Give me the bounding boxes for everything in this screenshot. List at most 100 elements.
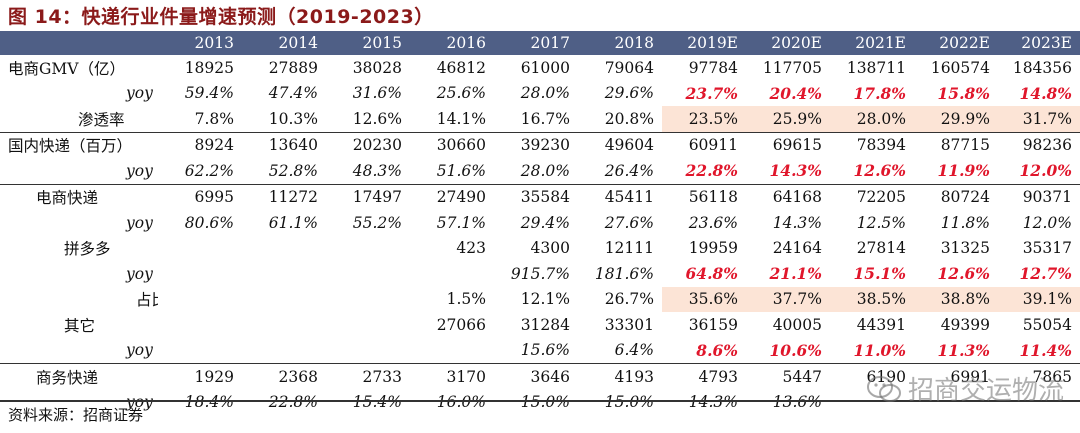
table-row: 占比 1.5% 12.1% 26.7% 35.6%37.7%38.5%38.8%39.1… [0, 286, 1080, 313]
table-cell: 79064 [604, 58, 654, 77]
table-cell: 915.7% [510, 264, 570, 283]
table-cell [242, 312, 326, 338]
table-cell: 27066 [436, 315, 486, 334]
table-bottom-rule [0, 400, 1080, 402]
row-label: yoy [126, 84, 153, 103]
table-cell [410, 261, 494, 287]
table-cell [326, 287, 410, 313]
table-cell: 23.5% [662, 106, 746, 132]
row-label: yoy [126, 161, 153, 180]
table-cell: 72205 [830, 183, 914, 210]
table-cell: 28.0% [520, 161, 570, 180]
row-label: 国内快递（百万） [0, 131, 158, 158]
column-header: 2018 [578, 31, 662, 55]
table-cell: 62.2% [184, 161, 234, 180]
figure-title: 图 14：快递行业件量增速预测（2019-2023） [8, 6, 434, 28]
table-cell: 15.1% [853, 264, 906, 284]
table-cell: 28.0% [830, 106, 914, 132]
table-cell: 30660 [410, 131, 494, 158]
table-cell: 46812 [436, 58, 486, 77]
table-cell: 6995 [158, 183, 242, 210]
table-cell: 35317 [1022, 239, 1072, 258]
row-label: yoy [126, 393, 153, 412]
table-row: yoy 18.4% 22.8% 15.4% 16.0% 15.0% 15.0% 14.3% 13… [0, 390, 1080, 416]
table-cell: 35584 [494, 183, 578, 210]
row-label: 其它 [64, 316, 96, 335]
table-row: 商务快递 1929 2368 2733 3170 3646 4193 4793 5447 6190… [0, 363, 1080, 390]
table-cell: 14.1% [436, 109, 486, 128]
column-header: 2021E [830, 31, 914, 55]
table-cell: 22.8% [268, 393, 318, 412]
table-cell: 39.1% [998, 286, 1080, 312]
table-cell: 29.4% [520, 213, 570, 232]
row-label: 渗透率 [78, 110, 125, 129]
table-cell: 16.0% [436, 393, 486, 412]
table-cell: 29.6% [604, 84, 654, 103]
table-row: 电商快递 6995 11272 17497 27490 35584 45411 56118 64… [0, 183, 1080, 210]
table-cell: 11.4% [1019, 340, 1072, 360]
table-cell: 59.4% [184, 84, 234, 103]
table-cell: 12.6% [937, 264, 990, 284]
table-cell: 61.1% [268, 213, 318, 232]
table-cell: 31325 [940, 239, 990, 258]
table-cell [410, 338, 494, 364]
table-cell: 15.6% [520, 341, 570, 360]
column-header: 2014 [242, 31, 326, 55]
watermark-text: 招商交运物流 [907, 376, 1064, 406]
table-cell: 11.0% [853, 340, 906, 360]
table-cell: 6190 [830, 363, 914, 390]
table-cell: 55.2% [352, 213, 402, 232]
table-row: yoy 80.6% 61.1% 55.2% 57.1% 29.4% 27.6% 23.6% 14… [0, 210, 1080, 236]
table-row: yoy 15.6% 6.4% 8.6% 10.6% 11.0% 11.3% 11.4% [0, 338, 1080, 364]
table-cell: 14.3% [769, 161, 822, 181]
table-cell: 47.4% [268, 84, 318, 103]
table-cell: 13.6% [772, 393, 822, 412]
table-cell: 12.6% [853, 161, 906, 181]
table-cell: 27.6% [604, 213, 654, 232]
table-cell: 2733 [326, 363, 410, 390]
table-body: 电商GMV（亿） 18925 27889 38028 46812 61000 79064 97… [0, 55, 1080, 415]
table-row: yoy 915.7% 181.6% 64.8% 21.1% 15.1% 12.6% 12.7% [0, 261, 1080, 287]
table-cell: 31.6% [352, 84, 402, 103]
table-cell: 423 [456, 239, 486, 258]
row-label: 拼多多 [64, 240, 111, 259]
table-cell: 6.4% [614, 341, 654, 360]
table-cell: 18.4% [184, 393, 234, 412]
table-cell: 31.7% [998, 106, 1080, 132]
table-cell: 78394 [830, 131, 914, 158]
table-cell: 20.4% [769, 83, 822, 103]
table-cell: 21.1% [769, 264, 822, 284]
table-cell: 14.3% [772, 213, 822, 232]
row-label: yoy [126, 341, 153, 360]
table-cell: 87715 [914, 131, 998, 158]
forecast-table: 2013 2014 2015 2016 2017 2018 2019E 2020E 2021E 2… [0, 31, 1080, 415]
table-cell: 181.6% [594, 264, 654, 283]
table-cell: 12.0% [1019, 161, 1072, 181]
table-cell: 64.8% [685, 264, 738, 284]
table-cell: 97784 [688, 58, 738, 77]
table-cell: 38.8% [914, 286, 998, 312]
table-cell: 80.6% [184, 213, 234, 232]
table-cell: 27889 [268, 58, 318, 77]
table-cell: 15.0% [604, 393, 654, 412]
table-cell: 17.8% [853, 83, 906, 103]
table-cell: 12.5% [856, 213, 906, 232]
table-cell: 49604 [578, 131, 662, 158]
table-cell: 11272 [242, 183, 326, 210]
table-cell: 14.8% [1019, 83, 1072, 103]
wechat-icon [866, 375, 901, 402]
table-row: yoy 59.4% 47.4% 31.6% 25.6% 28.0% 29.6% 23.7% 20… [0, 81, 1080, 107]
table-cell [326, 236, 410, 262]
source-note: 资料来源：招商证券 [8, 406, 144, 424]
table-cell: 12.1% [520, 290, 570, 309]
table-cell: 38.5% [830, 286, 914, 312]
table-cell: 7865 [998, 363, 1080, 390]
table-cell: 12.0% [1022, 213, 1072, 232]
table-cell: 60911 [662, 131, 746, 158]
table-cell: 69615 [746, 131, 830, 158]
table-cell [326, 312, 410, 338]
table-cell: 13640 [242, 131, 326, 158]
table-cell [326, 338, 410, 364]
column-header: 2016 [410, 31, 494, 55]
table-cell: 184356 [1012, 58, 1072, 77]
